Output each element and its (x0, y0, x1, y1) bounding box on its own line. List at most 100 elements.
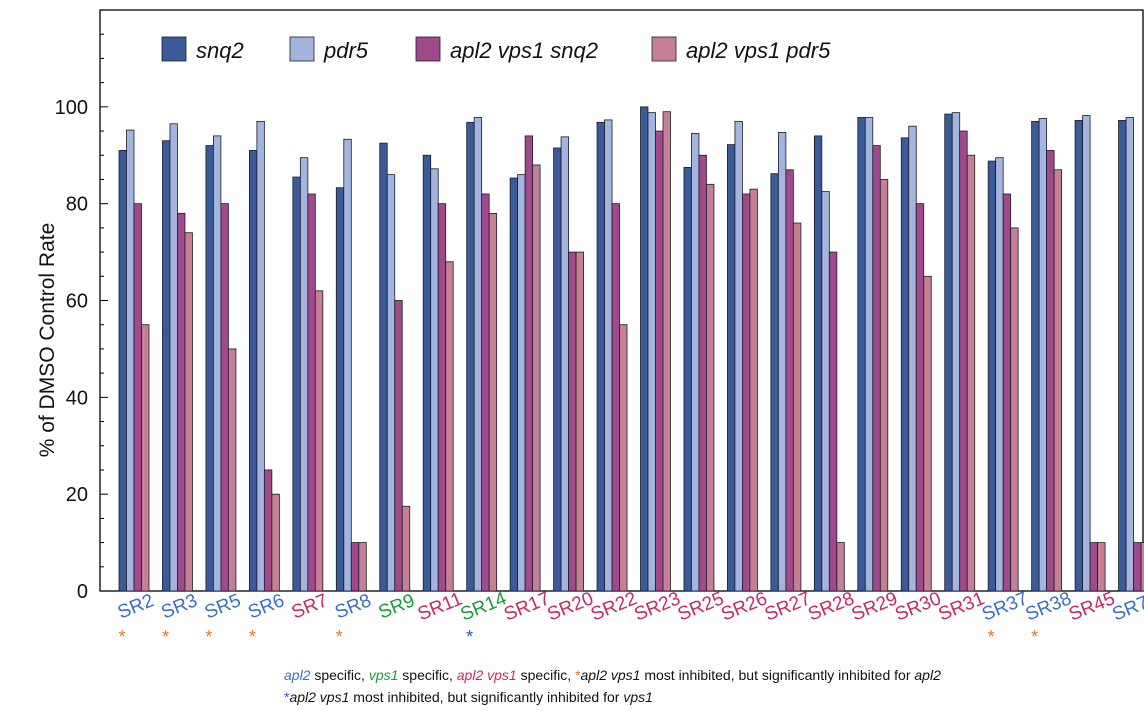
bar-snq2-SR14 (467, 122, 475, 591)
y-tick-label: 60 (66, 291, 88, 313)
y-tick-label: 0 (77, 581, 88, 603)
bar-apl2-vps1-pdr5-SR30 (924, 276, 932, 591)
bar-pdr5-SR25 (691, 133, 699, 591)
bar-apl2-vps1-snq2-SR45 (1090, 543, 1098, 591)
bar-snq2-SR11 (423, 155, 431, 591)
x-tick-label: SR2 (115, 590, 157, 623)
bar-pdr5-SR20 (561, 137, 569, 591)
bar-pdr5-SR27 (778, 132, 786, 591)
asterisk-marker: * (205, 627, 212, 640)
asterisk-marker: * (118, 627, 125, 640)
legend-label: pdr5 (323, 38, 369, 63)
bar-apl2-vps1-pdr5-SR26 (750, 189, 758, 591)
bar-apl2-vps1-pdr5-SR6 (272, 494, 280, 591)
bar-snq2-SR29 (858, 117, 866, 591)
bar-apl2-vps1-snq2-SR6 (264, 470, 272, 591)
asterisk-marker: * (1031, 627, 1038, 640)
bar-pdr5-SR30 (909, 126, 917, 591)
bar-snq2-SR17 (510, 178, 518, 591)
bar-apl2-vps1-snq2-SR38 (1047, 150, 1055, 591)
bar-snq2-SR7 (293, 177, 301, 591)
bar-apl2-vps1-snq2-SR5 (221, 204, 229, 591)
bar-snq2-SR37 (988, 161, 996, 591)
chart-legend: snq2 pdr5 apl2 vps1 snq2 apl2 vps1 pdr5 (162, 37, 831, 63)
bar-apl2-vps1-snq2-SR20 (569, 252, 577, 591)
legend-swatch (162, 37, 186, 61)
bar-pdr5-SR2 (127, 130, 135, 591)
bar-apl2-vps1-snq2-SR11 (438, 204, 446, 591)
bar-pdr5-SR6 (257, 121, 265, 591)
footnote-text: specific, (517, 667, 575, 683)
bar-snq2-SR27 (771, 174, 779, 591)
x-tick-label: SR3 (158, 590, 200, 623)
bar-apl2-vps1-pdr5-SR22 (620, 325, 628, 591)
bar-pdr5-SR3 (170, 124, 178, 591)
bar-snq2-SR30 (901, 138, 909, 591)
bar-apl2-vps1-snq2-SR17 (525, 136, 533, 591)
bar-snq2-SR23 (641, 107, 649, 591)
bar-snq2-SR38 (1032, 121, 1040, 591)
asterisk-marker: * (336, 627, 343, 640)
bar-pdr5-SR26 (735, 121, 743, 591)
bar-apl2-vps1-pdr5-SR37 (1011, 228, 1019, 591)
bar-chart: 0 20 40 60 80 100 SR2 SR3 SR5 SR6 SR7 SR8 SR9SR11SR… (0, 0, 1144, 640)
y-tick-label: 40 (66, 387, 88, 409)
chart-bars (119, 107, 1144, 591)
bar-apl2-vps1-snq2-SR28 (829, 252, 837, 591)
bar-apl2-vps1-pdr5-SR20 (576, 252, 584, 591)
bar-apl2-vps1-snq2-SR26 (742, 194, 750, 591)
y-tick-label: 20 (66, 484, 88, 506)
bar-pdr5-SR23 (648, 113, 656, 591)
footnote-vps1: vps1 (369, 667, 399, 683)
bar-apl2-vps1-pdr5-SR28 (837, 543, 845, 591)
legend-swatch (416, 37, 440, 61)
footnote-text: most inhibited, but significantly inhibi… (349, 689, 623, 705)
bar-pdr5-SR22 (605, 120, 613, 591)
bar-apl2-vps1-pdr5-SR11 (446, 262, 454, 591)
x-tick-label: SR7 (289, 590, 331, 623)
bar-pdr5-SR7 (300, 158, 308, 591)
x-tick-labels: SR2 SR3 SR5 SR6 SR7 SR8 SR9SR11SR14SR17SR20SR2… (115, 588, 1144, 640)
bar-pdr5-SR14 (474, 117, 482, 591)
bar-apl2-vps1-pdr5-SR25 (706, 184, 714, 591)
legend-swatch (290, 37, 314, 61)
footnote-text: apl2 vps1 (289, 689, 349, 705)
y-tick-label: 80 (66, 194, 88, 216)
bar-apl2-vps1-pdr5-SR9 (402, 506, 410, 591)
x-tick-label: SR8 (332, 590, 374, 623)
bar-pdr5-SR38 (1039, 118, 1047, 591)
bar-pdr5-SR75 (1126, 117, 1134, 591)
bar-snq2-SR25 (684, 167, 692, 591)
x-tick-label: SR6 (245, 590, 287, 623)
legend-label: apl2 vps1 pdr5 (686, 38, 831, 63)
bar-pdr5-SR17 (518, 175, 526, 591)
bar-apl2-vps1-pdr5-SR31 (967, 155, 975, 591)
bar-pdr5-SR5 (213, 136, 221, 591)
footnote-apl2-vps1: apl2 vps1 (457, 667, 517, 683)
x-tick-label: SR75 (1110, 588, 1144, 625)
bar-pdr5-SR45 (1083, 116, 1091, 591)
bar-apl2-vps1-pdr5-SR2 (142, 325, 150, 591)
bar-pdr5-SR11 (431, 169, 439, 591)
bar-pdr5-SR31 (952, 113, 960, 591)
bar-apl2-vps1-snq2-SR31 (960, 131, 968, 591)
footnote-apl2: apl2 (284, 667, 310, 683)
bar-apl2-vps1-snq2-SR23 (656, 131, 664, 591)
bar-apl2-vps1-pdr5-SR23 (663, 112, 671, 591)
footnote-text: apl2 (914, 667, 940, 683)
footnote-text: specific, (398, 667, 456, 683)
bar-pdr5-SR8 (344, 139, 352, 591)
legend-label: snq2 (196, 38, 244, 63)
footnote-line-1: apl2 specific, vps1 specific, apl2 vps1 … (284, 667, 941, 683)
asterisk-marker: * (988, 627, 995, 640)
asterisk-marker: * (466, 627, 473, 640)
bar-snq2-SR9 (380, 143, 388, 591)
bar-snq2-SR31 (945, 114, 953, 591)
bar-snq2-SR2 (119, 150, 127, 591)
x-tick-label: SR5 (202, 590, 244, 623)
bar-apl2-vps1-pdr5-SR8 (359, 543, 367, 591)
bar-apl2-vps1-snq2-SR75 (1134, 543, 1142, 591)
bar-apl2-vps1-snq2-SR37 (1003, 194, 1011, 591)
bar-apl2-vps1-snq2-SR30 (916, 204, 924, 591)
bar-apl2-vps1-snq2-SR2 (134, 204, 142, 591)
